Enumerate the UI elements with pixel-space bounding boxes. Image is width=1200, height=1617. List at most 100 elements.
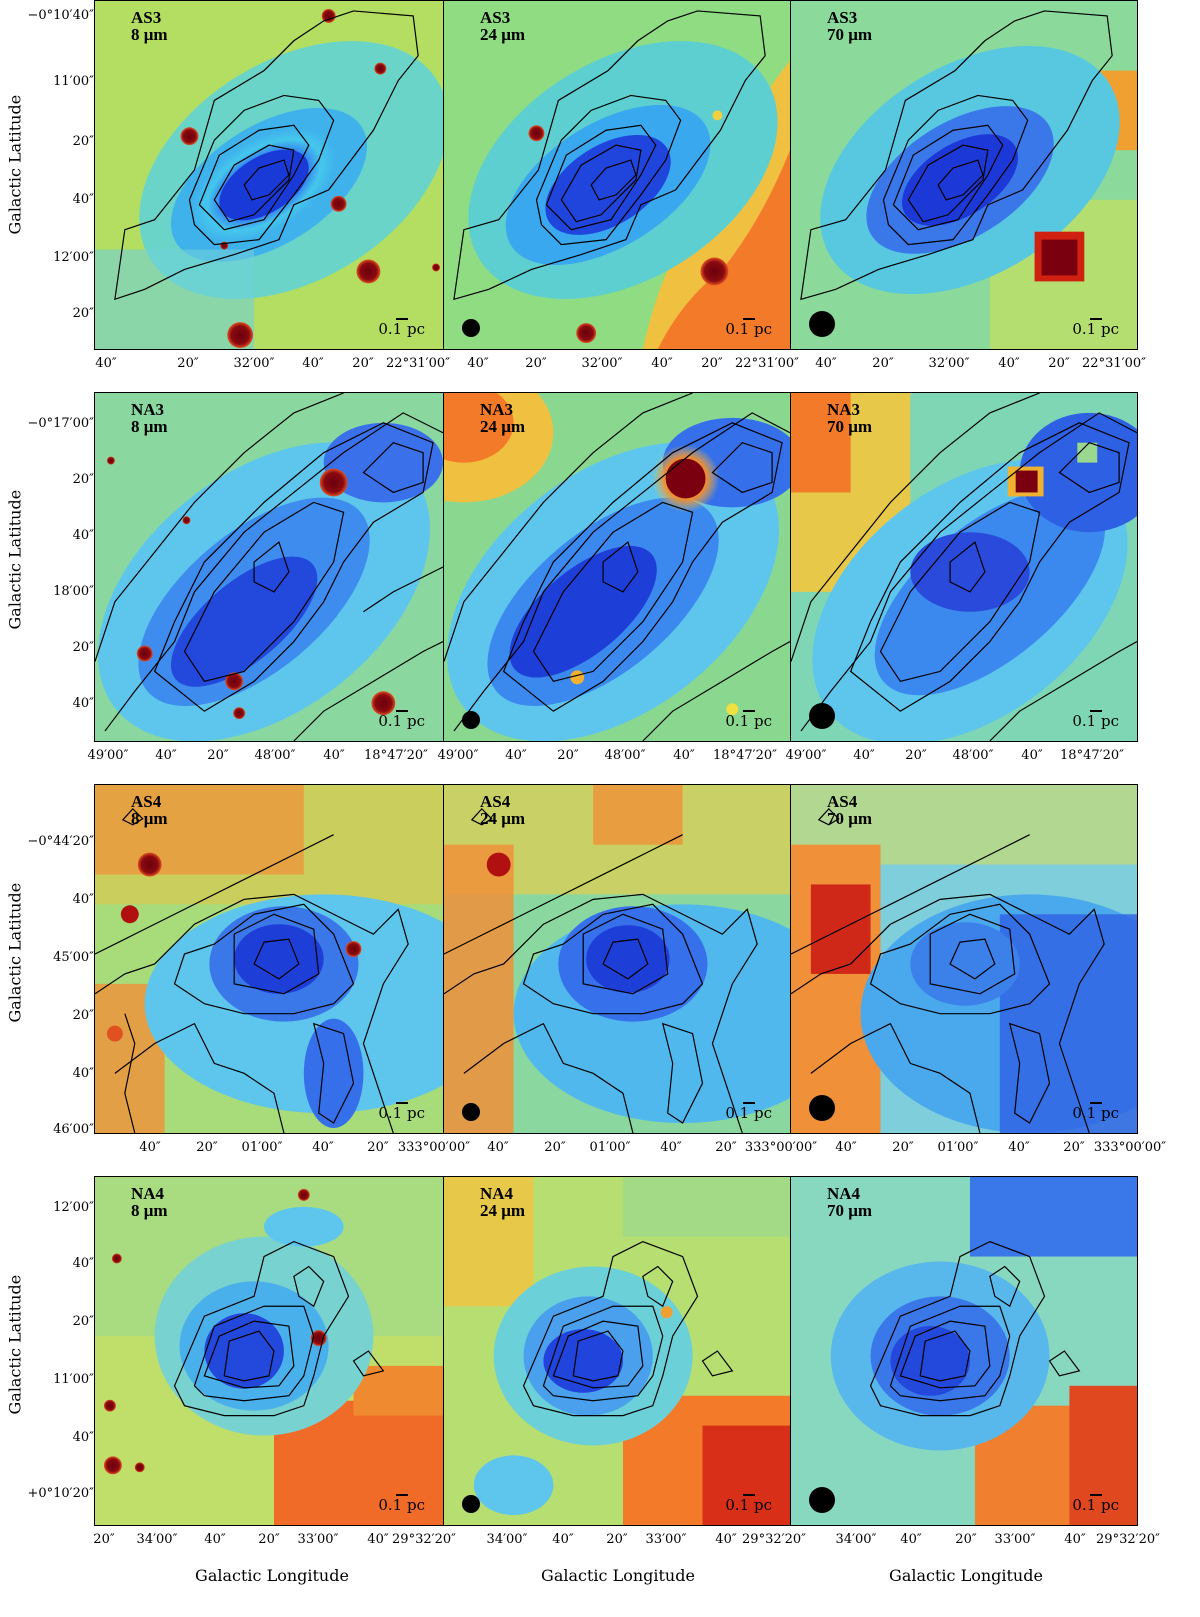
x-tick: 333°00′00″ [1093,1140,1167,1155]
panel-label: AS3 24 μm [480,9,525,43]
image-as4-24um [444,785,790,1133]
x-tick: 20″ [892,1140,914,1155]
x-tick: 40″ [853,748,875,763]
y-tick: 40″ [72,1066,94,1081]
y-tick: 12′00″ [53,1200,94,1215]
x-tick: 48′00″ [604,748,646,763]
y-tick: 40″ [72,1430,94,1445]
y-tick: 20″ [72,1008,94,1023]
panel-band: 70 μm [827,809,873,828]
x-tick: 18°47′20″ [1060,748,1124,763]
image-na3-8um [95,393,443,741]
x-tick: 20″ [1063,1140,1085,1155]
scale-bar: 0.1 pc [1072,710,1119,729]
scale-label: 0.1 pc [1072,1104,1119,1122]
panel-label: AS3 70 μm [827,9,872,43]
x-axis-label: Galactic Longitude [195,1566,349,1585]
x-tick: 40″ [467,356,489,371]
panel-label: NA4 70 μm [827,1185,872,1219]
panel-band: 24 μm [480,25,526,44]
x-tick: 20″ [93,1532,115,1547]
scale-label: 0.1 pc [725,1104,772,1122]
y-tick: 20″ [72,1314,94,1329]
panel-na4-24um: NA4 24 μm 0.1 pc [443,1176,791,1526]
panel-name: NA4 [131,1184,165,1203]
y-tick: 40″ [72,192,94,207]
panel-band: 24 μm [480,809,526,828]
panel-name: AS4 [827,792,858,811]
x-tick: 40″ [487,1140,509,1155]
scale-label: 0.1 pc [378,1104,425,1122]
y-tick: 12′00″ [53,250,94,265]
x-tick: 18°47′20″ [364,748,428,763]
x-tick: 48′00″ [254,748,296,763]
scale-bar: 0.1 pc [378,710,425,729]
panel-band: 24 μm [480,417,526,436]
panel-name: NA4 [827,1184,861,1203]
scale-label: 0.1 pc [378,320,425,338]
panel-band: 8 μm [131,1201,168,1220]
x-tick: 40″ [715,1532,737,1547]
contours-na3-8um [95,393,443,741]
panel-band: 70 μm [827,25,873,44]
y-tick: 11′00″ [53,74,94,89]
x-tick: 20″ [1048,356,1070,371]
panel-name: NA4 [480,1184,514,1203]
beam-icon [809,1487,835,1513]
panel-as3-24um: AS3 24 μm 0.1 pc [443,0,791,350]
scale-bar: 0.1 pc [1072,1494,1119,1514]
panel-name: AS3 [827,8,858,27]
x-tick: 32′00″ [233,356,275,371]
y-tick: −0°10′40″ [27,8,94,23]
contours-as3-8um [114,10,419,301]
image-as3-8um [95,1,443,349]
scale-label: 0.1 pc [1072,1496,1119,1514]
panel-band: 8 μm [131,809,168,828]
scale-bar: 0.1 pc [725,318,772,337]
panel-label: NA3 24 μm [480,401,525,435]
x-tick: 20″ [258,1532,280,1547]
contours-na4-70um [869,1240,1081,1417]
panel-band: 8 μm [131,25,168,44]
panel-na3-70um: NA3 70 μm 0.1 pc [790,392,1138,742]
y-tick: 45′00″ [53,950,94,965]
panel-label: NA4 24 μm [480,1185,525,1219]
image-as3-70um [791,1,1137,349]
beam-icon [809,1095,835,1121]
x-tick: 01′00″ [937,1140,979,1155]
panel-label: NA3 8 μm [131,401,168,435]
y-axis-label: Galactic Latitude [5,489,25,630]
panel-as4-8um: AS4 8 μm 0.1 pc [94,784,444,1134]
panel-as4-70um: AS4 70 μm 0.1 pc [790,784,1138,1134]
y-tick: 20″ [72,640,94,655]
beam-icon [462,711,480,729]
panel-as3-70um: AS3 70 μm 0.1 pc [790,0,1138,350]
beam-icon [462,1495,480,1513]
x-tick: 34′00″ [486,1532,528,1547]
x-tick: 40″ [998,356,1020,371]
beam-icon [462,319,480,337]
x-tick: 40″ [505,748,527,763]
x-tick: 29°32′20″ [742,1532,806,1547]
panel-band: 70 μm [827,1201,873,1220]
x-tick: 40″ [815,356,837,371]
panel-name: NA3 [827,400,861,419]
x-tick: 18°47′20″ [713,748,777,763]
x-tick: 48′00″ [952,748,994,763]
x-tick: 20″ [955,1532,977,1547]
panel-name: AS3 [131,8,162,27]
x-tick: 49′00″ [785,748,827,763]
image-na3-70um [791,393,1137,741]
x-tick: 49′00″ [87,748,129,763]
x-tick: 40″ [312,1140,334,1155]
image-na4-8um [95,1177,443,1525]
x-tick: 33′00″ [645,1532,687,1547]
x-tick: 49′00″ [437,748,479,763]
panel-band: 8 μm [131,417,168,436]
x-tick: 20″ [701,356,723,371]
x-tick: 22°31′00″ [735,356,799,371]
image-as4-70um [791,785,1137,1133]
x-tick: 34′00″ [136,1532,178,1547]
scale-bar: 0.1 pc [1072,1102,1119,1122]
panel-na4-8um: NA4 8 μm 0.1 pc [94,1176,444,1526]
